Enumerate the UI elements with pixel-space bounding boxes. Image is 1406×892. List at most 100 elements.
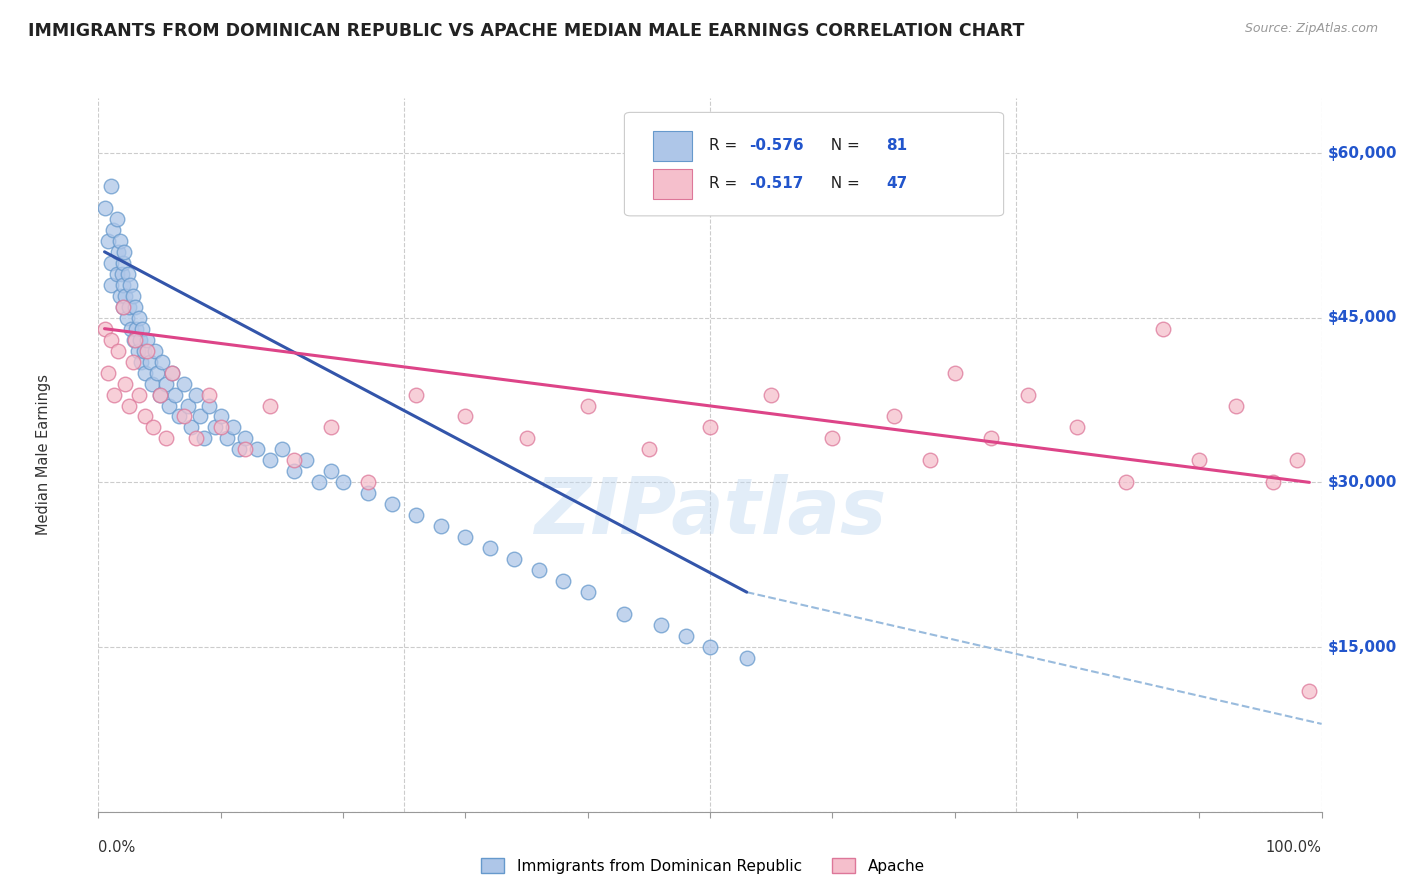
Text: -0.576: -0.576 <box>749 138 804 153</box>
Point <box>209 420 232 434</box>
Text: 47: 47 <box>886 177 907 191</box>
Point <box>735 651 758 665</box>
Point <box>117 267 139 281</box>
Point <box>114 376 136 391</box>
Point <box>1188 453 1211 467</box>
Point <box>121 354 143 368</box>
Point <box>105 267 128 281</box>
Text: Median Male Earnings: Median Male Earnings <box>37 375 51 535</box>
Point <box>180 420 202 434</box>
Point <box>105 211 128 226</box>
Point <box>103 387 125 401</box>
Point <box>114 289 136 303</box>
Point <box>122 333 145 347</box>
Point <box>136 343 159 358</box>
Point <box>1152 321 1174 335</box>
Point <box>125 321 148 335</box>
Point <box>1261 475 1284 490</box>
Point <box>127 343 149 358</box>
Point <box>100 256 122 270</box>
Point <box>920 453 942 467</box>
Point <box>215 432 238 446</box>
Text: $60,000: $60,000 <box>1327 145 1398 161</box>
Point <box>165 387 187 401</box>
Point <box>188 409 211 424</box>
Point <box>270 442 294 457</box>
Point <box>283 453 305 467</box>
Point <box>1115 475 1137 490</box>
Point <box>1286 453 1309 467</box>
Point <box>124 333 146 347</box>
Point <box>173 376 195 391</box>
Point <box>173 409 195 424</box>
Point <box>118 399 141 413</box>
Point <box>120 277 142 292</box>
Text: 100.0%: 100.0% <box>1265 840 1322 855</box>
Point <box>356 475 378 490</box>
Point <box>197 387 219 401</box>
Point <box>155 376 177 391</box>
Point <box>132 343 155 358</box>
Point <box>381 497 404 511</box>
Point <box>129 354 152 368</box>
Point <box>157 399 180 413</box>
Point <box>110 289 132 303</box>
Point <box>1066 420 1088 434</box>
Point <box>193 432 215 446</box>
Point <box>576 585 599 599</box>
Point <box>149 387 172 401</box>
Point <box>699 420 721 434</box>
Point <box>107 343 129 358</box>
Point <box>93 201 115 215</box>
Point <box>980 432 1002 446</box>
Point <box>186 387 208 401</box>
Text: 81: 81 <box>886 138 907 153</box>
Point <box>515 432 537 446</box>
Point <box>943 366 966 380</box>
Point <box>576 399 599 413</box>
Point <box>155 432 177 446</box>
Point <box>761 387 783 401</box>
Text: N =: N = <box>821 177 865 191</box>
Point <box>454 409 477 424</box>
Point <box>613 607 636 621</box>
Point <box>111 300 134 314</box>
Text: 0.0%: 0.0% <box>98 840 135 855</box>
Point <box>650 618 672 632</box>
Point <box>197 399 219 413</box>
Point <box>699 640 721 654</box>
Point <box>129 333 152 347</box>
Point <box>233 442 256 457</box>
Legend: Immigrants from Dominican Republic, Apache: Immigrants from Dominican Republic, Apac… <box>475 852 931 880</box>
Text: R =: R = <box>709 177 742 191</box>
Point <box>356 486 378 500</box>
Point <box>186 432 208 446</box>
Point <box>332 475 354 490</box>
Point <box>97 366 120 380</box>
Point <box>115 310 138 325</box>
Point <box>883 409 905 424</box>
Point <box>142 420 165 434</box>
Point <box>259 453 281 467</box>
Point <box>405 387 427 401</box>
Point <box>107 244 129 259</box>
Point <box>134 409 156 424</box>
Point <box>478 541 501 556</box>
Point <box>1298 684 1320 698</box>
Text: $30,000: $30,000 <box>1327 475 1398 490</box>
Point <box>111 256 134 270</box>
Point <box>167 409 190 424</box>
Point <box>160 366 183 380</box>
Point <box>1225 399 1247 413</box>
Point <box>120 321 142 335</box>
Point <box>246 442 269 457</box>
Text: ZIPatlas: ZIPatlas <box>534 474 886 550</box>
Point <box>141 376 163 391</box>
Point <box>308 475 330 490</box>
Point <box>295 453 318 467</box>
Point <box>110 234 132 248</box>
Point <box>821 432 844 446</box>
Point <box>118 300 141 314</box>
Point <box>100 277 122 292</box>
Text: R =: R = <box>709 138 742 153</box>
